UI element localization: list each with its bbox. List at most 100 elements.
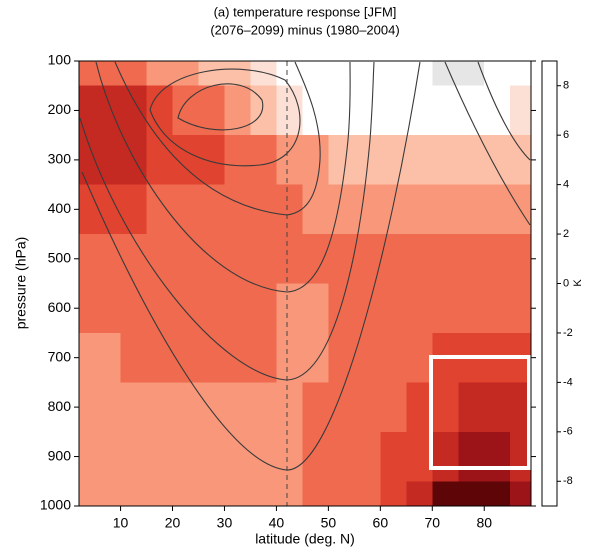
- contour-cell: [146, 332, 174, 383]
- contour-cell: [224, 332, 252, 383]
- contour-cell: [510, 283, 532, 334]
- contour-cell: [380, 481, 407, 507]
- colorbar-tick-label: -8: [563, 475, 573, 487]
- contour-cell: [120, 234, 148, 285]
- colorbar-tick-label: 8: [563, 80, 569, 92]
- contour-cell: [458, 184, 485, 235]
- contour-line: [95, 61, 351, 293]
- contour-cell: [432, 135, 459, 186]
- colorbar-tick-label: 0: [563, 277, 569, 289]
- contour-cell: [302, 283, 329, 334]
- contour-cell: [224, 382, 252, 433]
- contour-cell: [94, 135, 122, 186]
- contour-cell: [458, 135, 485, 186]
- contour-cell: [302, 85, 329, 136]
- contour-cell: [276, 481, 304, 507]
- contour-cell: [406, 234, 433, 285]
- colorbar-label: K: [572, 279, 584, 287]
- contour-cell: [172, 431, 200, 482]
- contour-cell: [328, 481, 355, 507]
- contour-cell: [198, 431, 226, 482]
- contour-cell: [198, 135, 226, 186]
- contour-cell: [354, 184, 381, 235]
- contour-cell: [276, 61, 304, 87]
- contour-cell: [354, 85, 381, 136]
- contour-cell: [250, 184, 278, 235]
- contour-line: [444, 61, 531, 226]
- contour-cell: [250, 431, 278, 482]
- contour-cell: [146, 135, 174, 186]
- contour-cell: [432, 184, 459, 235]
- contour-cell: [510, 481, 532, 507]
- contour-cell: [224, 481, 252, 507]
- contour-cell: [484, 61, 511, 87]
- colorbar: [541, 60, 558, 507]
- contour-cell: [250, 382, 278, 433]
- contour-cell: [354, 431, 381, 482]
- contour-cell: [354, 283, 381, 334]
- contour-cell: [510, 135, 532, 186]
- contour-cell: [276, 135, 304, 186]
- contour-cell: [79, 481, 96, 507]
- filled-contours: [79, 61, 532, 507]
- contour-cell: [510, 382, 532, 433]
- contour-cell: [354, 61, 381, 87]
- contour-cell: [120, 283, 148, 334]
- contour-cell: [484, 283, 511, 334]
- contour-cell: [458, 283, 485, 334]
- contour-cell: [484, 135, 511, 186]
- x-tick-label: 10: [113, 515, 129, 531]
- contour-cell: [380, 234, 407, 285]
- contour-cell: [198, 61, 226, 87]
- contour-cell: [250, 85, 278, 136]
- y-tick-label: 900: [48, 447, 72, 463]
- contour-cell: [198, 332, 226, 383]
- plot-frame: [78, 60, 532, 507]
- contour-cell: [120, 431, 148, 482]
- contour-cell: [458, 61, 485, 87]
- contour-cell: [432, 61, 459, 87]
- contour-cell: [250, 283, 278, 334]
- contour-cell: [198, 234, 226, 285]
- contour-cell: [79, 234, 96, 285]
- contour-cell: [79, 283, 96, 334]
- contour-cell: [380, 184, 407, 235]
- y-tick-label: 600: [48, 299, 72, 315]
- contour-cell: [406, 332, 433, 383]
- contour-cell: [484, 234, 511, 285]
- contour-cell: [432, 481, 459, 507]
- contour-cell: [224, 184, 252, 235]
- contour-cell: [120, 332, 148, 383]
- contour-cell: [328, 135, 355, 186]
- contour-cell: [224, 283, 252, 334]
- contour-cell: [250, 332, 278, 383]
- contour-cell: [79, 61, 96, 87]
- contour-cell: [484, 184, 511, 235]
- contour-cell: [302, 61, 329, 87]
- contour-cell: [224, 61, 252, 87]
- contour-cell: [432, 431, 459, 482]
- contour-cell: [198, 184, 226, 235]
- contour-cell: [380, 61, 407, 87]
- contour-cell: [198, 283, 226, 334]
- contour-cell: [510, 184, 532, 235]
- contour-cell: [276, 234, 304, 285]
- x-tick-label: 30: [217, 515, 233, 531]
- contour-cell: [94, 283, 122, 334]
- colorbar-tick-label: -6: [563, 426, 573, 438]
- contour-cell: [328, 332, 355, 383]
- contour-cell: [79, 382, 96, 433]
- contour-cell: [458, 234, 485, 285]
- contour-cell: [432, 85, 459, 136]
- contour-cell: [354, 332, 381, 383]
- contour-line: [477, 61, 531, 161]
- contour-cell: [302, 135, 329, 186]
- contour-cell: [94, 85, 122, 136]
- y-tick-label: 800: [48, 398, 72, 414]
- contour-cell: [198, 85, 226, 136]
- contour-cell: [120, 61, 148, 87]
- contour-cell: [172, 481, 200, 507]
- chart-title: (a) temperature response [JFM]: [214, 4, 397, 19]
- contour-cell: [94, 481, 122, 507]
